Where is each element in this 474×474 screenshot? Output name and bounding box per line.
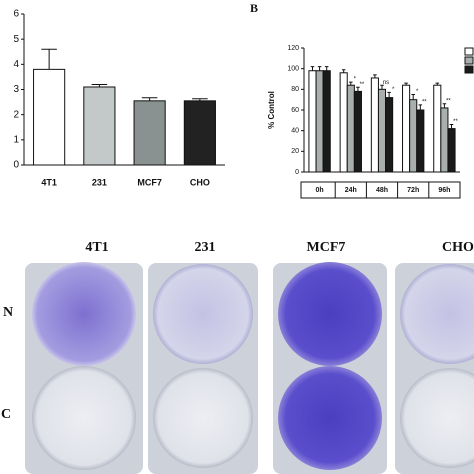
column-label: 4T1 [85,240,108,255]
bar [83,86,116,166]
annotation: * [392,87,395,93]
y-tick-label: 120 [287,45,299,52]
y-axis-label: % Control [267,91,276,129]
bar [322,70,331,173]
error-bar [380,84,384,90]
plates [25,262,474,474]
error-bar [449,123,454,129]
bar [315,70,324,173]
legend-swatch [464,65,474,74]
y-tick-label: 2 [13,109,19,120]
column-label: MCF7 [307,240,346,255]
x-tick-label: CHO [190,177,210,187]
error-bar [341,69,346,73]
x-tick-label: MCF7 [137,177,162,187]
column-label: 231 [195,240,216,255]
bar [133,100,166,166]
annotation: ** [422,99,427,105]
annotation: ** [360,82,365,88]
bar [339,72,348,173]
error-bar [91,83,108,87]
error-bar [404,82,408,86]
row-label: N [3,305,13,320]
annotation: ns [383,80,389,86]
well [153,264,253,364]
error-bar [310,66,315,71]
error-bar [411,94,415,100]
bar [353,90,362,173]
y-tick-label: 40 [291,128,299,135]
annotation: ** [453,119,458,125]
x-tick-label: 0h [316,187,324,194]
category-box [300,181,461,199]
error-bar [435,82,440,86]
bar [440,107,449,173]
well [400,368,474,468]
bar [346,84,355,173]
well [278,262,382,366]
annotation: * [354,77,357,83]
error-bar [418,104,423,110]
y-tick-label: 4 [13,59,19,70]
error-bar [317,66,322,71]
well [32,366,136,470]
row-label: C [1,407,11,422]
error-bar [324,66,329,71]
bar [33,68,66,166]
panel-label: B [250,1,258,15]
x-tick-label: 48h [376,187,388,194]
well [278,366,382,470]
bar [416,109,425,173]
error-bar [349,81,353,86]
y-tick-label: 3 [13,84,19,95]
well [153,368,253,468]
x-tick-label: 231 [92,177,107,187]
x-tick-label: 96h [438,187,450,194]
error-bar [356,86,360,92]
error-bar [41,48,57,70]
x-tick-label: 4T1 [41,177,57,187]
error-bar [192,98,208,101]
x-tick-label: 72h [407,187,419,194]
bar [183,100,216,166]
bar [433,84,442,173]
y-tick-label: 80 [291,86,299,93]
bar [385,97,394,173]
x-tick-label: 24h [345,187,357,194]
y-tick-label: 0 [295,169,299,176]
y-tick-label: 100 [287,66,299,73]
bar [447,128,456,173]
bar [308,70,317,173]
bar [370,77,379,173]
bar [402,84,411,173]
y-tick-label: 6 [13,9,19,20]
error-bar [373,74,377,78]
y-tick-label: 0 [13,160,19,171]
legend-swatch [464,56,474,65]
y-tick-label: 1 [13,134,19,145]
bar [377,88,387,173]
error-bar [141,97,158,101]
y-tick-label: 5 [13,34,19,45]
bar [409,99,418,173]
annotation: ** [446,98,451,104]
y-tick-label: 60 [291,107,299,114]
well [400,264,474,364]
error-bar [442,103,447,108]
well [32,262,136,366]
annotation: * [416,89,419,95]
y-tick-label: 20 [291,148,299,155]
column-label: CHO [442,240,474,255]
error-bar [387,91,391,98]
legend-swatch [464,47,474,56]
